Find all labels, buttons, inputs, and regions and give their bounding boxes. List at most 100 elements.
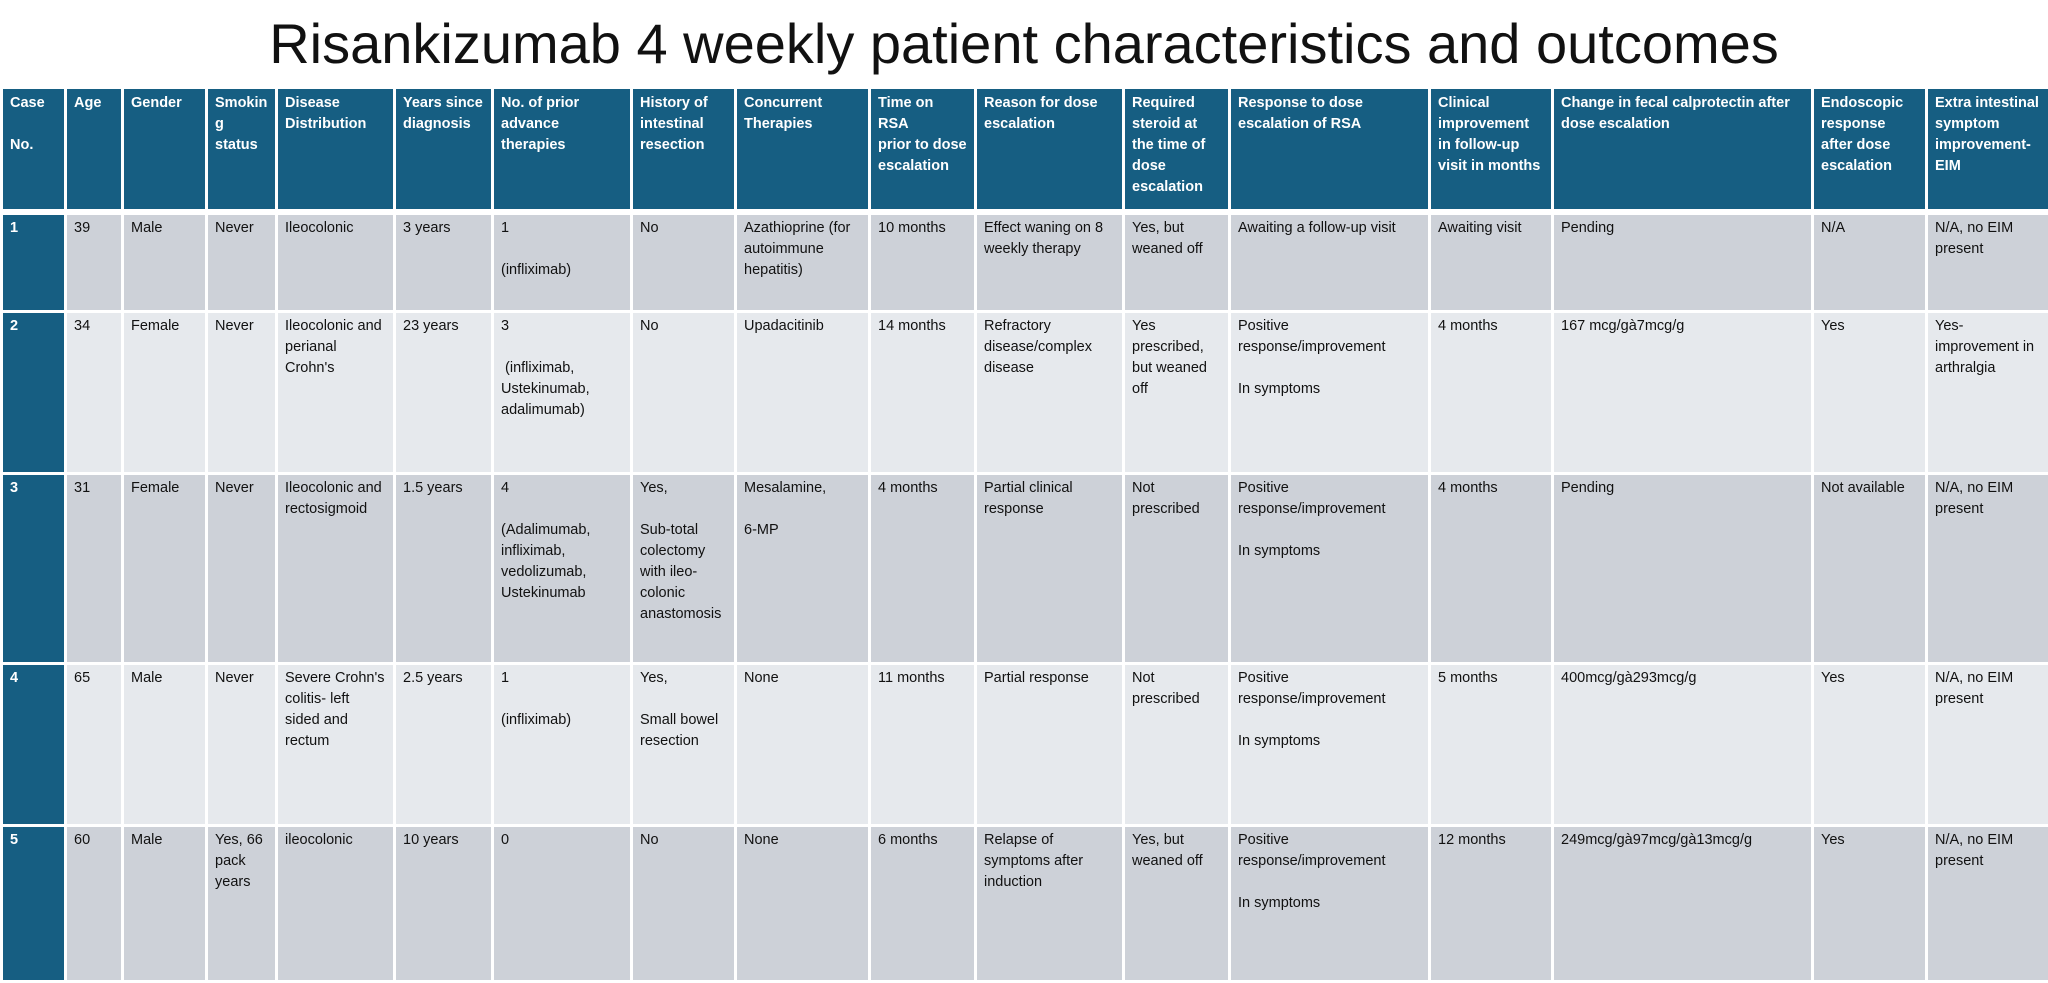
table-cell: 10 months: [870, 212, 976, 312]
table-cell: Yes- improvement in arthralgia: [1927, 312, 2048, 474]
table-cell: 4 months: [870, 474, 976, 664]
table-cell: Ileocolonic and perianal Crohn's: [277, 312, 395, 474]
header-cell: Reason for dose escalation: [976, 88, 1124, 213]
table-cell: 4 (Adalimumab, infliximab, vedolizumab, …: [493, 474, 632, 664]
table-cell: Positive response/improvement In symptom…: [1230, 312, 1430, 474]
table-cell: Female: [123, 312, 207, 474]
table-cell: No: [632, 312, 736, 474]
table-cell: Never: [207, 664, 277, 826]
table-cell: 249mcg/gà97mcg/gà13mcg/g: [1553, 826, 1813, 982]
table-cell: Never: [207, 474, 277, 664]
table-cell: 2.5 years: [395, 664, 493, 826]
table-cell: Not prescribed: [1124, 474, 1230, 664]
table-row: 4 65 Male Never Severe Crohn's colitis- …: [2, 664, 2048, 826]
header-cell: Smokin g status: [207, 88, 277, 213]
header-cell: Change in fecal calprotectin after dose …: [1553, 88, 1813, 213]
table-cell: 34: [66, 312, 123, 474]
table-cell: Yes: [1813, 312, 1927, 474]
table-row: 1 39 Male Never Ileocolonic 3 years 1 (i…: [2, 212, 2048, 312]
table-cell: Pending: [1553, 474, 1813, 664]
table-cell: Yes, but weaned off: [1124, 212, 1230, 312]
case-number-cell: 4: [2, 664, 66, 826]
table-row: 2 34 Female Never Ileocolonic and perian…: [2, 312, 2048, 474]
table-cell: Mesalamine, 6-MP: [736, 474, 870, 664]
table-cell: Yes prescribed, but weaned off: [1124, 312, 1230, 474]
header-cell: No. of prior advance therapies: [493, 88, 632, 213]
table-cell: 400mcg/gà293mcg/g: [1553, 664, 1813, 826]
header-cell: History of intestinal resection: [632, 88, 736, 213]
table-cell: Male: [123, 664, 207, 826]
header-cell: Disease Distribution: [277, 88, 395, 213]
case-number-cell: 5: [2, 826, 66, 982]
table-cell: Yes, Small bowel resection: [632, 664, 736, 826]
table-cell: ileocolonic: [277, 826, 395, 982]
header-cell: Extra intestinal symptom improvement- EI…: [1927, 88, 2048, 213]
table-cell: Upadacitinib: [736, 312, 870, 474]
table-cell: 31: [66, 474, 123, 664]
table-cell: Positive response/improvement In symptom…: [1230, 826, 1430, 982]
header-row: Case No. Age Gender Smokin g status Dise…: [2, 88, 2048, 213]
header-cell: Clinical improvement in follow-up visit …: [1430, 88, 1553, 213]
table-cell: N/A, no EIM present: [1927, 826, 2048, 982]
table-cell: No: [632, 826, 736, 982]
table-cell: Ileocolonic: [277, 212, 395, 312]
table-cell: Partial response: [976, 664, 1124, 826]
table-cell: No: [632, 212, 736, 312]
table-cell: 3 years: [395, 212, 493, 312]
table-row: 5 60 Male Yes, 66 pack years ileocolonic…: [2, 826, 2048, 982]
table-cell: 23 years: [395, 312, 493, 474]
patient-outcomes-table: Case No. Age Gender Smokin g status Dise…: [0, 86, 2048, 983]
table-cell: N/A, no EIM present: [1927, 212, 2048, 312]
table-cell: 0: [493, 826, 632, 982]
case-number-cell: 3: [2, 474, 66, 664]
page-title: Risankizumab 4 weekly patient characteri…: [0, 0, 2048, 86]
table-cell: Relapse of symptoms after induction: [976, 826, 1124, 982]
header-cell: Gender: [123, 88, 207, 213]
table-cell: 1.5 years: [395, 474, 493, 664]
table-cell: None: [736, 664, 870, 826]
table-cell: 4 months: [1430, 312, 1553, 474]
table-cell: Effect waning on 8 weekly therapy: [976, 212, 1124, 312]
header-cell: Response to dose escalation of RSA: [1230, 88, 1430, 213]
table-cell: N/A, no EIM present: [1927, 664, 2048, 826]
case-number-cell: 1: [2, 212, 66, 312]
table-cell: Never: [207, 212, 277, 312]
table-cell: 4 months: [1430, 474, 1553, 664]
table-cell: Male: [123, 826, 207, 982]
table-cell: Pending: [1553, 212, 1813, 312]
table-cell: Awaiting visit: [1430, 212, 1553, 312]
table-cell: 167 mcg/gà7mcg/g: [1553, 312, 1813, 474]
header-cell: Age: [66, 88, 123, 213]
table-cell: Female: [123, 474, 207, 664]
table-cell: N/A, no EIM present: [1927, 474, 2048, 664]
header-cell: Years since diagnosis: [395, 88, 493, 213]
table-cell: 10 years: [395, 826, 493, 982]
table-cell: Not prescribed: [1124, 664, 1230, 826]
table-cell: 11 months: [870, 664, 976, 826]
table-cell: 6 months: [870, 826, 976, 982]
header-cell: Case No.: [2, 88, 66, 213]
case-number-cell: 2: [2, 312, 66, 474]
table-cell: Yes: [1813, 664, 1927, 826]
table-cell: 12 months: [1430, 826, 1553, 982]
table-cell: N/A: [1813, 212, 1927, 312]
header-cell: Endoscopic response after dose escalatio…: [1813, 88, 1927, 213]
table-cell: Ileocolonic and rectosigmoid: [277, 474, 395, 664]
table-cell: 3 (infliximab, Ustekinumab, adalimumab): [493, 312, 632, 474]
header-cell: Time on RSA prior to dose escalation: [870, 88, 976, 213]
table-cell: Azathioprine (for autoimmune hepatitis): [736, 212, 870, 312]
header-cell: Required steroid at the time of dose esc…: [1124, 88, 1230, 213]
table-cell: Not available: [1813, 474, 1927, 664]
table-cell: 1 (infliximab): [493, 664, 632, 826]
table-cell: Yes: [1813, 826, 1927, 982]
table-cell: 5 months: [1430, 664, 1553, 826]
table-cell: 65: [66, 664, 123, 826]
table-cell: 39: [66, 212, 123, 312]
table-cell: Awaiting a follow-up visit: [1230, 212, 1430, 312]
table-cell: Yes, but weaned off: [1124, 826, 1230, 982]
table-cell: 60: [66, 826, 123, 982]
table-cell: Yes, Sub-total colectomy with ileo- colo…: [632, 474, 736, 664]
table-cell: Severe Crohn's colitis- left sided and r…: [277, 664, 395, 826]
table-cell: Refractory disease/complex disease: [976, 312, 1124, 474]
table-cell: Positive response/improvement In symptom…: [1230, 474, 1430, 664]
